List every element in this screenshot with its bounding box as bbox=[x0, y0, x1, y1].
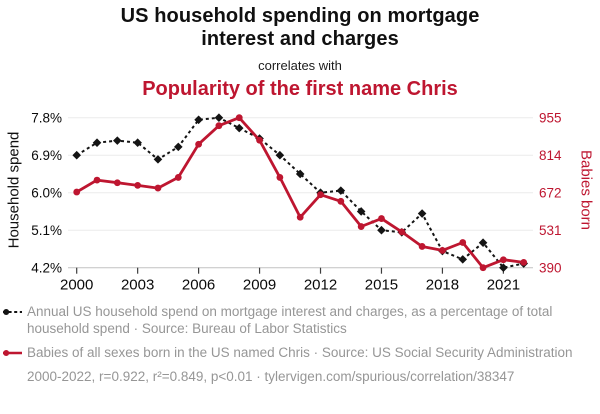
data-point-diamond bbox=[458, 255, 468, 264]
data-point-diamond bbox=[113, 136, 122, 145]
data-point-diamond bbox=[478, 238, 488, 247]
right-axis-tick-label: 814 bbox=[539, 148, 562, 163]
data-point-diamond bbox=[417, 209, 427, 218]
x-axis-label: 2021 bbox=[487, 277, 520, 294]
x-axis-label: 2003 bbox=[121, 277, 154, 294]
data-point-circle bbox=[479, 264, 487, 272]
data-point-circle bbox=[73, 188, 81, 196]
left-axis-tick-label: 6.0% bbox=[31, 185, 62, 200]
data-point-circle bbox=[520, 258, 528, 266]
data-point-circle bbox=[174, 174, 182, 181]
right-axis-tick-label: 390 bbox=[539, 260, 562, 275]
legend-item-label: Annual US household spend on mortgage in… bbox=[27, 304, 553, 336]
left-axis-tick-label: 7.8% bbox=[31, 110, 62, 125]
dashed-line-marker-icon bbox=[3, 309, 22, 315]
left-axis-tick-label: 6.9% bbox=[31, 148, 62, 163]
data-point-circle bbox=[418, 243, 426, 250]
x-axis-label: 2000 bbox=[60, 277, 93, 294]
data-point-circle bbox=[337, 197, 345, 205]
data-point-circle bbox=[459, 239, 467, 246]
data-point-diamond bbox=[153, 155, 163, 164]
solid-line-marker-icon bbox=[3, 350, 22, 356]
data-point-circle bbox=[93, 176, 101, 184]
x-axis-label: 2006 bbox=[182, 277, 215, 294]
page-title: US household spending on mortgage intere… bbox=[120, 5, 480, 50]
data-point-circle bbox=[154, 184, 162, 192]
legend-item-label: Babies of all sexes born in the US named… bbox=[27, 345, 573, 360]
right-axis-tick-label: 955 bbox=[539, 110, 562, 125]
legend: Annual US household spend on mortgage in… bbox=[3, 303, 581, 385]
x-axis-label: 2015 bbox=[365, 277, 398, 294]
x-axis-label: 2009 bbox=[243, 277, 276, 294]
data-point-circle bbox=[195, 140, 203, 148]
x-axis-label: 2012 bbox=[304, 277, 337, 294]
legend-item-household-spend: Annual US household spend on mortgage in… bbox=[3, 303, 581, 337]
right-axis-tick-label: 531 bbox=[539, 223, 562, 238]
left-axis-tick-label: 5.1% bbox=[31, 223, 62, 238]
data-point-circle bbox=[439, 247, 446, 254]
x-axis-label: 2018 bbox=[426, 277, 459, 294]
legend-item-babies-born: Babies of all sexes born in the US named… bbox=[3, 344, 581, 361]
data-point-diamond bbox=[214, 113, 224, 122]
data-point-diamond bbox=[234, 123, 244, 133]
data-point-diamond bbox=[499, 263, 508, 272]
stats-footnote: 2000-2022, r=0.922, r²=0.849, p<0.01 · t… bbox=[27, 369, 515, 384]
data-point-circle bbox=[134, 181, 142, 189]
data-point-circle bbox=[113, 179, 121, 187]
data-point-diamond bbox=[194, 115, 203, 125]
data-point-circle bbox=[499, 256, 507, 264]
data-point-circle bbox=[357, 223, 365, 230]
data-point-diamond bbox=[377, 225, 386, 235]
data-point-diamond bbox=[336, 186, 346, 195]
data-point-circle bbox=[276, 174, 284, 181]
correlates-with-label: correlates with bbox=[258, 58, 342, 73]
data-point-circle bbox=[378, 215, 385, 222]
data-point-circle bbox=[215, 122, 223, 130]
right-axis-tick-label: 672 bbox=[539, 186, 562, 201]
data-point-circle bbox=[398, 228, 406, 236]
chart-plot: 2000 2003 2006 2009 2012 2015 2018 2021 7.8% 6.9%… bbox=[31, 110, 562, 294]
data-point-circle bbox=[296, 213, 304, 221]
data-point-circle bbox=[317, 191, 324, 199]
secondary-title: Popularity of the first name Chris bbox=[142, 78, 458, 100]
data-point-diamond bbox=[173, 142, 183, 152]
chart-header: US household spending on mortgage intere… bbox=[0, 5, 600, 100]
data-point-circle bbox=[256, 136, 263, 144]
data-point-circle bbox=[235, 114, 243, 122]
left-axis-tick-label: 4.2% bbox=[31, 260, 62, 275]
data-point-diamond bbox=[72, 150, 81, 160]
